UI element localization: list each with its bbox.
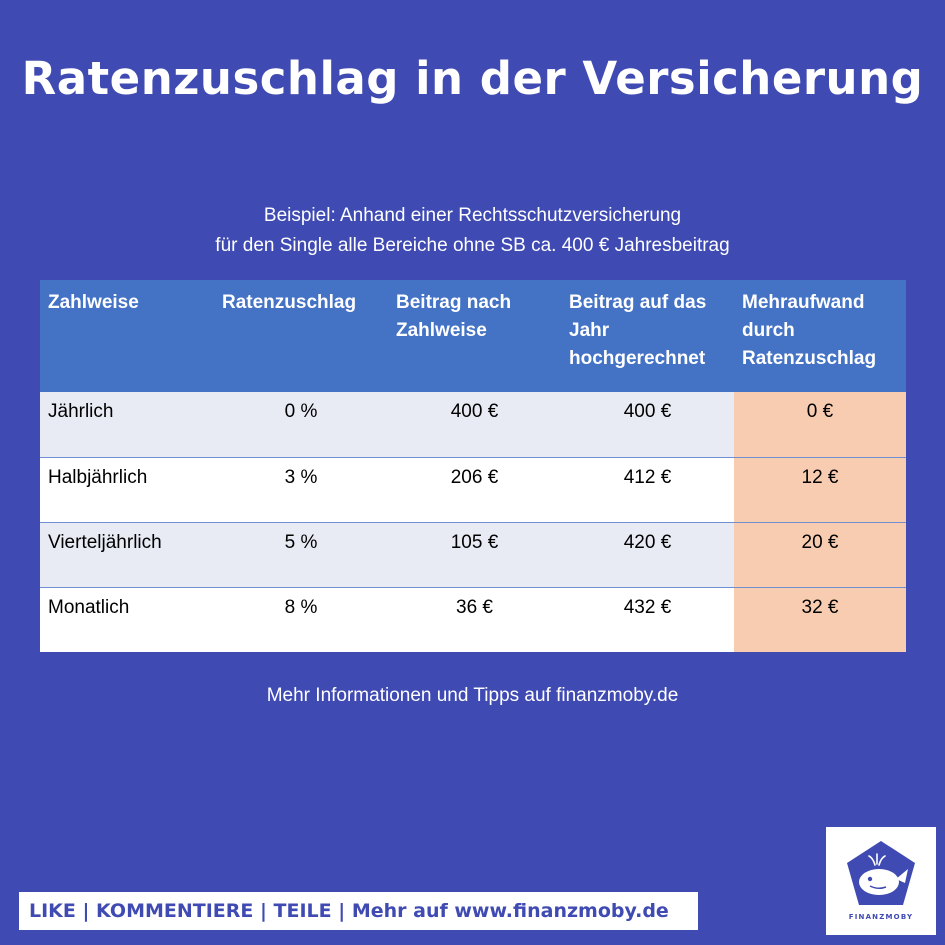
cell-mehraufwand: 20 € bbox=[734, 521, 906, 587]
table-header-row: Zahlweise Ratenzuschlag Beitrag nach Zah… bbox=[40, 280, 906, 392]
header-line: Ratenzuschlag bbox=[222, 292, 357, 313]
cell-zahlweise: Halbjährlich bbox=[40, 456, 214, 522]
header-line: Jahr bbox=[569, 320, 610, 341]
cell-ratenzuschlag: 5 % bbox=[214, 521, 388, 587]
cta-banner: LIKE | KOMMENTIERE | TEILE | Mehr auf ww… bbox=[19, 892, 698, 930]
example-description-line-1: Beispiel: Anhand einer Rechtsschutzversi… bbox=[263, 205, 682, 226]
info-footer-text: Mehr Informationen und Tipps auf finanzm… bbox=[266, 685, 679, 706]
header-line: Beitrag nach bbox=[396, 292, 512, 313]
table-row: Halbjährlich 3 % 206 € 412 € 12 € bbox=[40, 456, 906, 522]
cell-mehraufwand: 32 € bbox=[734, 586, 906, 652]
logo-wordmark: FINANZMOBY bbox=[848, 913, 914, 921]
header-ratenzuschlag: Ratenzuschlag bbox=[214, 280, 388, 392]
header-line: Ratenzuschlag bbox=[742, 348, 877, 369]
header-beitrag-nach-zahlweise: Beitrag nach Zahlweise bbox=[388, 280, 561, 392]
cell-ratenzuschlag: 8 % bbox=[214, 586, 388, 652]
header-line: Zahlweise bbox=[48, 292, 139, 313]
table-row: Vierteljährlich 5 % 105 € 420 € 20 € bbox=[40, 521, 906, 587]
cell-beitrag: 400 € bbox=[388, 392, 561, 457]
header-zahlweise: Zahlweise bbox=[40, 280, 214, 392]
table-row: Jährlich 0 % 400 € 400 € 0 € bbox=[40, 392, 906, 457]
header-line: Beitrag auf das bbox=[569, 292, 707, 313]
header-mehraufwand: Mehraufwand durch Ratenzuschlag bbox=[734, 280, 906, 392]
table-row: Monatlich 8 % 36 € 432 € 32 € bbox=[40, 586, 906, 652]
header-line: durch bbox=[742, 320, 795, 341]
cell-beitrag: 105 € bbox=[388, 521, 561, 587]
header-beitrag-hochgerechnet: Beitrag auf das Jahr hochgerechnet bbox=[561, 280, 734, 392]
page-title: Ratenzuschlag in der Versicherung bbox=[21, 52, 924, 105]
cell-beitrag: 36 € bbox=[388, 586, 561, 652]
cell-jahresbeitrag: 420 € bbox=[561, 521, 734, 587]
whale-icon bbox=[847, 841, 915, 905]
header-line: hochgerechnet bbox=[569, 348, 706, 369]
finanzmoby-logo: FINANZMOBY bbox=[826, 827, 936, 935]
cell-mehraufwand: 12 € bbox=[734, 456, 906, 522]
cell-zahlweise: Jährlich bbox=[40, 392, 214, 457]
cell-jahresbeitrag: 412 € bbox=[561, 456, 734, 522]
cell-ratenzuschlag: 0 % bbox=[214, 392, 388, 457]
cell-ratenzuschlag: 3 % bbox=[214, 456, 388, 522]
cell-beitrag: 206 € bbox=[388, 456, 561, 522]
example-description-line-2: für den Single alle Bereiche ohne SB ca.… bbox=[215, 235, 730, 256]
surcharge-table: Zahlweise Ratenzuschlag Beitrag nach Zah… bbox=[40, 280, 906, 652]
cell-jahresbeitrag: 432 € bbox=[561, 586, 734, 652]
cell-mehraufwand: 0 € bbox=[734, 392, 906, 457]
header-line: Mehraufwand bbox=[742, 292, 865, 313]
header-line: Zahlweise bbox=[396, 320, 487, 341]
cell-zahlweise: Vierteljährlich bbox=[40, 521, 214, 587]
cell-zahlweise: Monatlich bbox=[40, 586, 214, 652]
cell-jahresbeitrag: 400 € bbox=[561, 392, 734, 457]
